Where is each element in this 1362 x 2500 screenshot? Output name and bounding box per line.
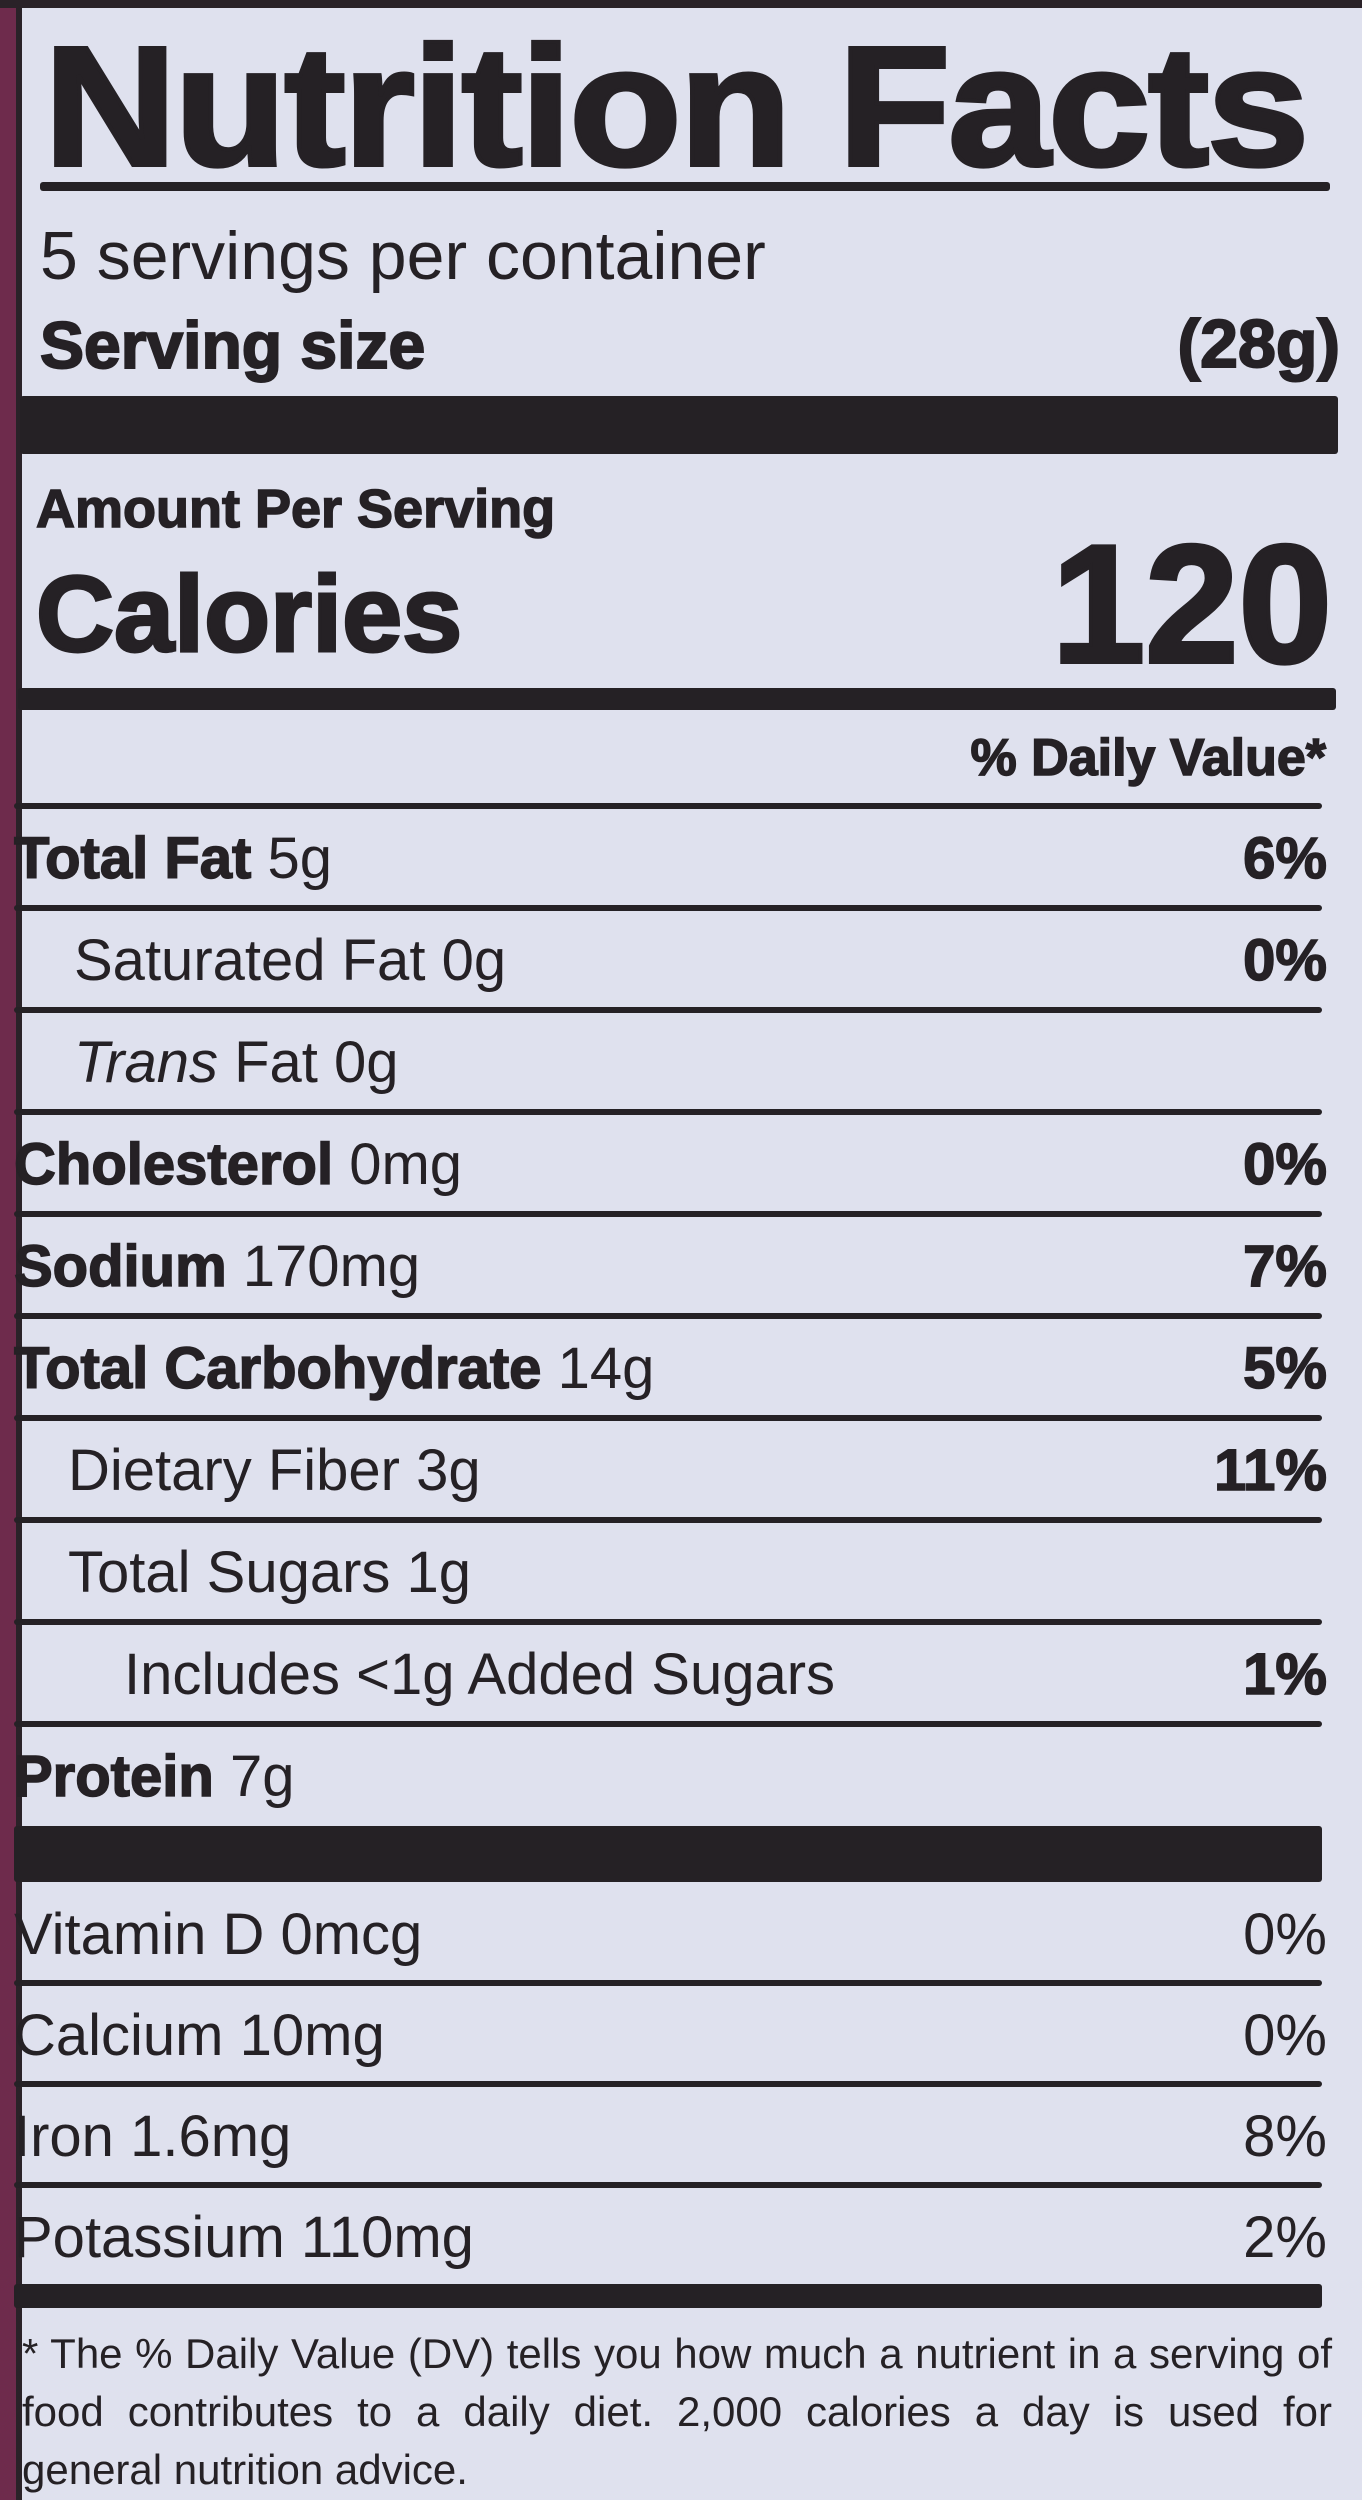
vitamin-row: Potassium 110mg 2%: [14, 2187, 1327, 2289]
nutrient-name: Trans Fat 0g: [14, 1034, 399, 1092]
nutrient-label: Total Carbohydrate: [13, 1336, 542, 1401]
nutrient-label: Protein: [13, 1744, 214, 1809]
nutrient-amount: 110mg: [300, 2205, 474, 2270]
serving-size-value: (28g): [1177, 306, 1341, 382]
nutrient-label: Total Sugars: [68, 1540, 391, 1605]
daily-value-percent: 11%: [1213, 1438, 1327, 1503]
nutrient-amount: 0g: [334, 1030, 399, 1095]
row-divider: [14, 1517, 1322, 1523]
nutrient-label: Saturated Fat: [74, 928, 426, 993]
row-divider: [14, 1313, 1322, 1319]
nutrient-name: Total Carbohydrate 14g: [13, 1339, 654, 1399]
nutrient-row: Total Sugars 1g: [14, 1522, 1327, 1624]
nutrient-name: Protein 7g: [13, 1747, 294, 1807]
nutrient-label: Cholesterol: [13, 1132, 334, 1197]
nutrient-amount: 10mg: [239, 2003, 385, 2068]
label-title: Nutrition Facts: [42, 12, 1312, 202]
nutrient-label: Total Fat: [13, 826, 252, 891]
nutrient-label: Fat: [234, 1030, 318, 1095]
nutrient-row: Protein 7g: [13, 1726, 1327, 1828]
daily-value-percent: 5%: [1242, 1336, 1327, 1401]
nutrient-amount: 1.6mg: [130, 2104, 292, 2169]
nutrient-amount: 7g: [229, 1744, 295, 1809]
divider-thin: [40, 182, 1330, 191]
row-divider: [14, 1109, 1322, 1115]
nutrient-amount: 14g: [557, 1336, 655, 1401]
nutrient-name: Calcium 10mg: [14, 2007, 385, 2065]
footnote: * The % Daily Value (DV) tells you how m…: [22, 2330, 1332, 2493]
divider-thick: [14, 1826, 1322, 1882]
nutrient-label: Dietary Fiber: [68, 1438, 400, 1503]
nutrient-name: Vitamin D 0mcg: [14, 1906, 422, 1964]
row-divider: [14, 1980, 1322, 1986]
nutrient-name: Sodium 170mg: [13, 1237, 420, 1297]
nutrient-amount: 5g: [267, 826, 332, 891]
vitamin-row: Vitamin D 0mcg 0%: [14, 1884, 1327, 1986]
nutrient-amount: 3g: [416, 1438, 481, 1503]
nutrient-name: Potassium 110mg: [14, 2209, 474, 2267]
nutrient-row: Saturated Fat 0g 0%: [14, 910, 1328, 1012]
row-divider: [14, 1721, 1322, 1727]
daily-value-percent: 0%: [1243, 1902, 1327, 1967]
label-border-left: [16, 0, 22, 2500]
nutrient-label: Potassium: [14, 2205, 285, 2270]
row-divider: [14, 2182, 1322, 2188]
label-border-top: [0, 0, 1362, 8]
row-divider: [14, 803, 1322, 809]
nutrient-name: Total Fat 5g: [13, 829, 332, 889]
nutrient-row: Total Fat 5g 6%: [13, 808, 1327, 910]
daily-value-percent: 6%: [1242, 826, 1327, 891]
row-divider: [14, 1007, 1322, 1013]
nutrient-row: Trans Fat 0g: [14, 1012, 1327, 1114]
nutrient-row: Dietary Fiber 3g 11%: [14, 1420, 1328, 1522]
calories-label: Calories: [34, 553, 463, 674]
amount-per-serving: Amount Per Serving: [35, 479, 556, 539]
daily-value-percent: 1%: [1242, 1642, 1327, 1707]
divider-medium: [18, 688, 1336, 710]
nutrient-amount: 0g: [441, 928, 507, 993]
serving-size-label: Serving size: [39, 308, 426, 382]
nutrient-amount: 0mcg: [280, 1902, 423, 1967]
nutrient-prefix: Trans: [74, 1030, 218, 1095]
nutrient-label: Includes <1g Added Sugars: [124, 1642, 836, 1707]
nutrient-label: Vitamin D: [14, 1902, 265, 1967]
nutrient-amount: 0mg: [349, 1132, 463, 1197]
nutrient-name: Includes <1g Added Sugars: [14, 1646, 835, 1704]
row-divider: [14, 905, 1322, 911]
daily-value-percent: 0%: [1242, 928, 1327, 993]
row-divider: [14, 1211, 1322, 1217]
nutrient-label: Calcium: [14, 2003, 224, 2068]
nutrient-name: Cholesterol 0mg: [13, 1135, 462, 1195]
divider-medium: [14, 2284, 1322, 2308]
divider-thick: [20, 396, 1338, 454]
daily-value-percent: 2%: [1243, 2205, 1327, 2270]
nutrient-row: Includes <1g Added Sugars 1%: [14, 1624, 1328, 1726]
nutrient-amount: 1g: [406, 1540, 472, 1605]
vitamin-row: Calcium 10mg 0%: [14, 1985, 1327, 2087]
nutrient-label: Iron: [14, 2104, 114, 2169]
row-divider: [14, 2081, 1322, 2087]
daily-value-percent: 8%: [1243, 2104, 1327, 2169]
vitamin-row: Iron 1.6mg 8%: [14, 2086, 1327, 2188]
nutrient-row: Total Carbohydrate 14g 5%: [13, 1318, 1327, 1420]
nutrient-label: Sodium: [13, 1234, 227, 1299]
daily-value-percent: 0%: [1242, 1132, 1327, 1197]
nutrient-amount: 170mg: [242, 1234, 421, 1299]
servings-per-container: 5 servings per container: [40, 218, 766, 294]
row-divider: [14, 1619, 1322, 1625]
daily-value-header: % Daily Value*: [970, 729, 1327, 787]
row-divider: [14, 1415, 1322, 1421]
nutrient-name: Dietary Fiber 3g: [14, 1442, 481, 1500]
nutrient-name: Saturated Fat 0g: [14, 932, 506, 990]
nutrient-name: Iron 1.6mg: [14, 2108, 291, 2166]
package-edge: [0, 0, 16, 2500]
calories-value: 120: [1050, 510, 1334, 698]
daily-value-percent: 0%: [1243, 2003, 1327, 2068]
nutrient-row: Cholesterol 0mg 0%: [13, 1114, 1327, 1216]
nutrient-name: Total Sugars 1g: [14, 1544, 471, 1602]
nutrient-row: Sodium 170mg 7%: [13, 1216, 1327, 1318]
daily-value-percent: 7%: [1242, 1234, 1327, 1299]
